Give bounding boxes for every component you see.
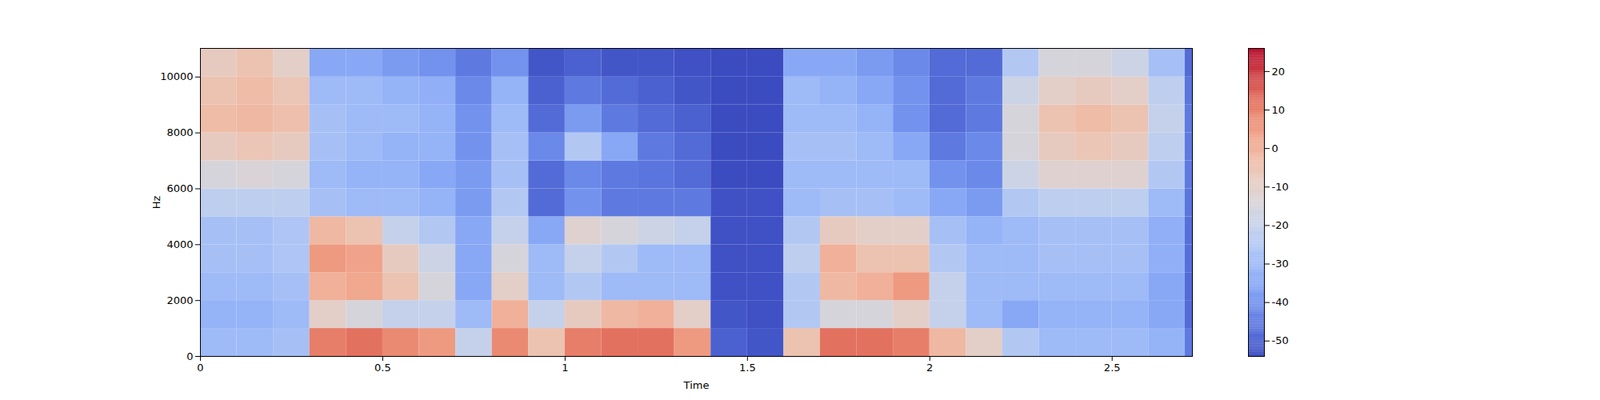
svg-text:10: 10	[1272, 104, 1286, 116]
svg-text:-30: -30	[1272, 257, 1289, 270]
svg-text:0.5: 0.5	[374, 361, 392, 374]
svg-text:2000: 2000	[166, 294, 193, 307]
svg-text:20: 20	[1272, 65, 1286, 78]
svg-text:6000: 6000	[166, 182, 193, 195]
svg-text:1: 1	[561, 361, 568, 374]
svg-text:10000: 10000	[160, 70, 193, 83]
svg-text:8000: 8000	[166, 126, 193, 139]
svg-text:-50: -50	[1272, 334, 1289, 347]
svg-text:1.5: 1.5	[739, 361, 756, 374]
svg-text:Hz: Hz	[150, 196, 163, 210]
svg-text:4000: 4000	[166, 238, 193, 251]
svg-text:0: 0	[186, 350, 193, 363]
svg-text:0: 0	[1272, 142, 1279, 155]
svg-text:-10: -10	[1272, 180, 1289, 193]
svg-text:-20: -20	[1272, 219, 1289, 232]
svg-text:2: 2	[926, 361, 933, 374]
svg-text:-40: -40	[1272, 296, 1289, 308]
svg-text:0: 0	[196, 361, 204, 374]
svg-text:2.5: 2.5	[1104, 361, 1121, 374]
svg-text:Time: Time	[683, 379, 710, 392]
